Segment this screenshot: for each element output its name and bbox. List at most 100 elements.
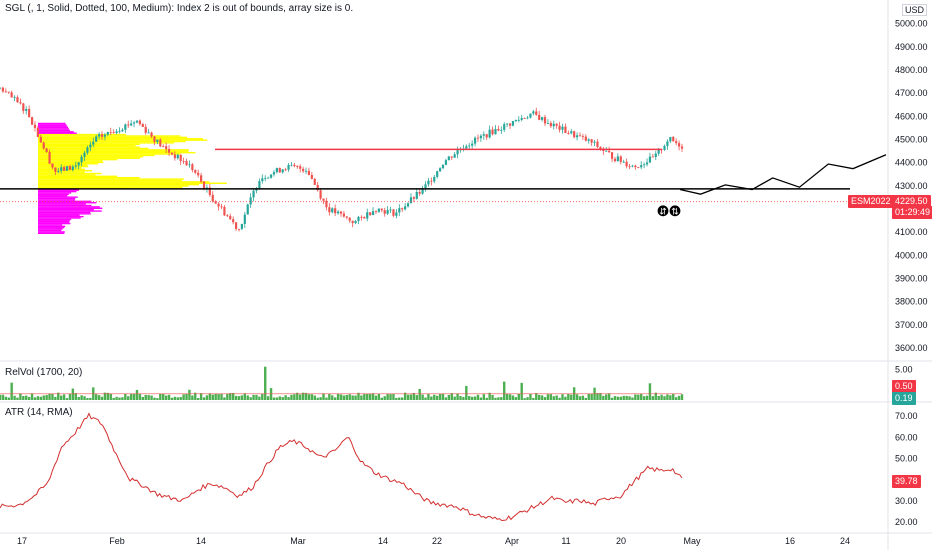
candle-body [267, 177, 270, 179]
candle-body [25, 109, 28, 111]
candle [450, 156, 453, 161]
candle [342, 211, 346, 218]
candle [471, 140, 474, 149]
profile-row [38, 135, 181, 137]
candle-body [401, 208, 404, 210]
candle [39, 134, 42, 143]
relvol-bar [97, 395, 101, 400]
profile-row [38, 217, 81, 219]
candle-body [354, 220, 357, 224]
candles [0, 86, 684, 232]
relvol-bar [406, 394, 410, 400]
candle-body [141, 124, 144, 127]
profile-row [38, 147, 149, 150]
relvol-bar [304, 392, 308, 400]
relvol-bar [637, 394, 640, 400]
relvol-bar [208, 393, 212, 400]
price-tick-label: 3800.00 [895, 297, 928, 307]
candle-body [51, 163, 54, 168]
candle [229, 213, 232, 221]
relvol-bar [616, 396, 620, 400]
candle [331, 207, 334, 214]
candle-body [412, 197, 415, 199]
candle [22, 102, 25, 114]
candle-body [409, 197, 413, 204]
profile-row [38, 142, 175, 144]
candle-body [290, 164, 293, 166]
candle [1, 86, 5, 94]
candle-body [304, 170, 308, 172]
horizontal-lines[interactable] [0, 148, 888, 203]
relvol-bar [229, 393, 232, 400]
candle [377, 208, 380, 213]
relvol-bar [409, 394, 413, 400]
relvol-bar [645, 395, 649, 400]
relvol-bar [264, 366, 267, 400]
candle-body [392, 209, 395, 216]
relvol-bar [491, 394, 494, 400]
candle [217, 202, 220, 211]
candle-body [561, 126, 564, 130]
candle [313, 177, 316, 185]
candle [36, 125, 39, 138]
relvol-bar [94, 394, 98, 400]
relvol-bar [354, 395, 357, 400]
candle [374, 210, 378, 215]
candle-body [552, 123, 555, 127]
relvol-bar [316, 397, 319, 400]
candle-body [517, 119, 520, 121]
relvol-bar [115, 396, 118, 400]
candle-body [188, 164, 191, 166]
candle-body [10, 92, 13, 98]
relvol-bar [284, 395, 287, 400]
relvol-bar [555, 395, 558, 400]
relvol-bar [191, 395, 194, 400]
relvol-bar [424, 397, 427, 400]
candle [132, 120, 136, 128]
relvol-label[interactable]: RelVol (1700, 20) [5, 367, 83, 378]
candle-body [651, 156, 654, 158]
relvol-bar [418, 388, 421, 400]
volume-profile [38, 122, 227, 235]
profile-row [38, 210, 102, 212]
projection-path[interactable] [679, 154, 887, 195]
candle-body [57, 170, 60, 172]
candle [386, 206, 389, 216]
candle-body [284, 169, 287, 171]
candle-body [167, 149, 171, 153]
candle-body [132, 122, 136, 124]
candle [456, 146, 459, 159]
candle [369, 212, 372, 216]
candle [191, 163, 194, 173]
candle [354, 219, 357, 225]
relvol-bar [599, 392, 602, 400]
atr-tick-label: 20.00 [895, 517, 918, 527]
currency-label[interactable]: USD [902, 4, 928, 16]
candle [188, 160, 191, 168]
time-tick-label: 17 [17, 536, 27, 546]
relvol-bar [258, 396, 261, 400]
candle [453, 152, 456, 158]
candle-body [54, 167, 57, 172]
candle [310, 171, 313, 180]
candle [575, 132, 579, 141]
candle [567, 130, 570, 135]
candle-body [546, 122, 550, 124]
relvol-bar [342, 395, 346, 400]
candle-body [13, 97, 16, 99]
atr-label[interactable]: ATR (14, RMA) [5, 407, 73, 418]
candle-body [176, 154, 179, 159]
relvol-bar [654, 392, 657, 400]
candle-body [138, 120, 141, 125]
candle-body [441, 164, 445, 169]
relvol-bar [398, 397, 401, 400]
time-tick-label: 16 [785, 536, 795, 546]
candle [7, 91, 10, 94]
candle [663, 144, 666, 151]
relvol-bar [386, 394, 389, 400]
profile-row [38, 146, 140, 148]
indicator-error-label[interactable]: SGL (, 1, Solid, Dotted, 100, Medium): I… [5, 3, 354, 14]
candle-body [92, 141, 95, 145]
candle-body [252, 190, 255, 198]
